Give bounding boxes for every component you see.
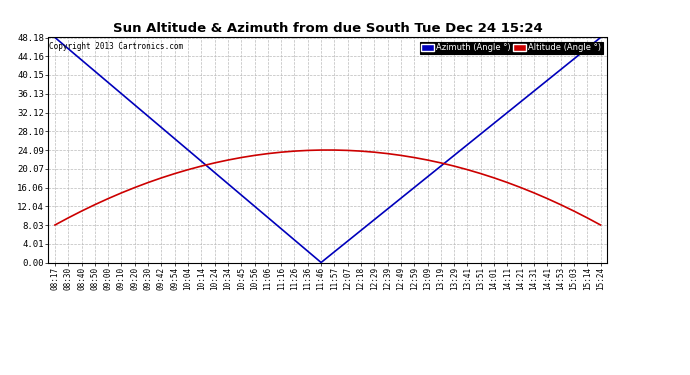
Text: Copyright 2013 Cartronics.com: Copyright 2013 Cartronics.com	[50, 42, 184, 51]
Legend: Azimuth (Angle °), Altitude (Angle °): Azimuth (Angle °), Altitude (Angle °)	[420, 42, 603, 54]
Title: Sun Altitude & Azimuth from due South Tue Dec 24 15:24: Sun Altitude & Azimuth from due South Tu…	[113, 22, 542, 35]
